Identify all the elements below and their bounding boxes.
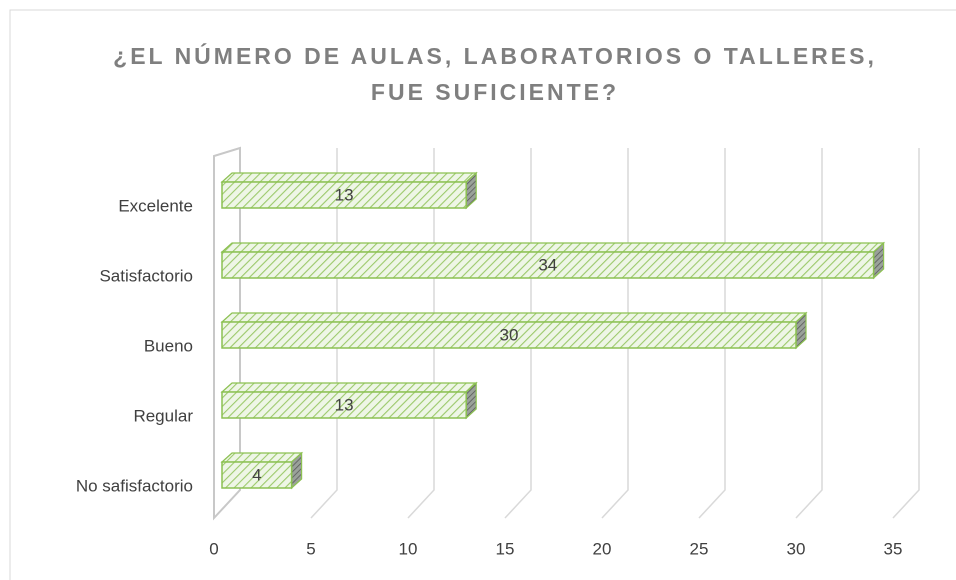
bar-top [220, 312, 808, 323]
x-tick-label: 35 [884, 539, 903, 558]
bar [221, 181, 467, 209]
bar-top [220, 382, 478, 393]
x-tick-label: 25 [690, 539, 709, 558]
data-label: 4 [252, 465, 261, 484]
y-tick-label: Satisfactorio [99, 266, 193, 285]
x-tick-label: 10 [399, 539, 418, 558]
data-label: 34 [538, 255, 557, 274]
x-tick-label: 20 [593, 539, 612, 558]
bar-top [220, 452, 304, 463]
chart-title: ¿EL NÚMERO DE AULAS, LABORATORIOS O TALL… [113, 43, 877, 105]
chart-border [9, 9, 956, 580]
y-tick-label: Bueno [144, 336, 193, 355]
bar [221, 251, 875, 279]
x-tick-label: 5 [306, 539, 315, 558]
x-tick-label: 0 [209, 539, 218, 558]
y-tick-label: No safisfactorio [76, 476, 193, 495]
data-label: 13 [335, 395, 354, 414]
data-label: 13 [335, 185, 354, 204]
y-tick-label: Regular [133, 406, 193, 425]
data-label: 30 [500, 325, 519, 344]
x-tick-label: 30 [787, 539, 806, 558]
bar [221, 461, 293, 489]
grid-line [892, 148, 920, 519]
y-tick-label: Excelente [118, 196, 193, 215]
bar-top [220, 242, 886, 253]
bar-top [220, 172, 478, 183]
x-tick-label: 15 [496, 539, 515, 558]
bar [221, 391, 467, 419]
bar [221, 321, 797, 349]
